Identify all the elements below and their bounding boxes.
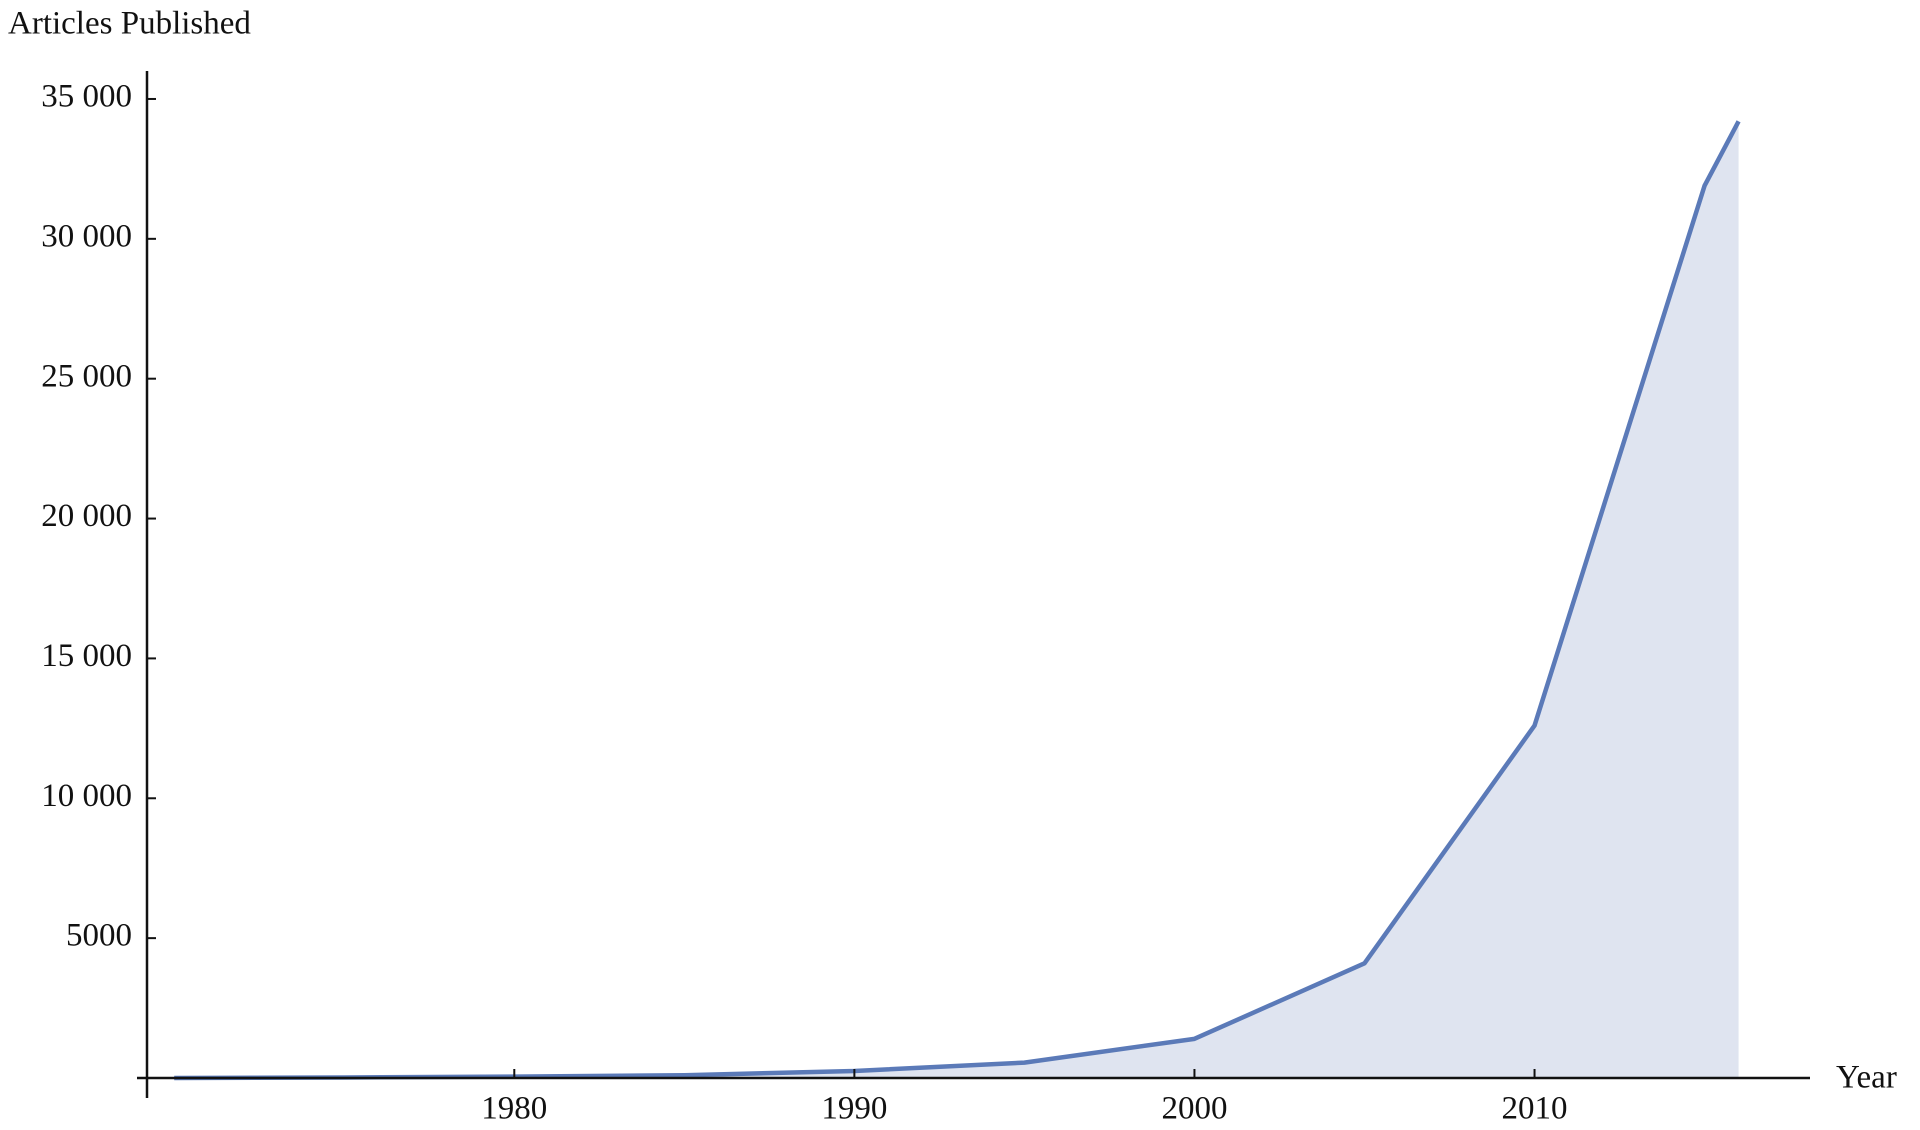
x-axis-label: Year [1836, 1060, 1897, 1096]
y-axis-label: Articles Published [8, 6, 251, 42]
y-tick-label: 30 000 [41, 218, 132, 254]
y-tick-label: 25 000 [41, 358, 132, 394]
x-tick-label: 2000 [1161, 1091, 1227, 1127]
y-tick-label: 35 000 [41, 79, 132, 115]
y-tick-label: 20 000 [41, 498, 132, 534]
x-tick-label: 2010 [1502, 1091, 1568, 1127]
y-tick-label: 5000 [66, 918, 132, 954]
y-tick-label: 10 000 [41, 778, 132, 814]
x-tick-label: 1990 [821, 1091, 887, 1127]
area-fill [174, 121, 1739, 1079]
y-tick-label: 15 000 [41, 638, 132, 674]
x-tick-label: 1980 [481, 1091, 547, 1127]
